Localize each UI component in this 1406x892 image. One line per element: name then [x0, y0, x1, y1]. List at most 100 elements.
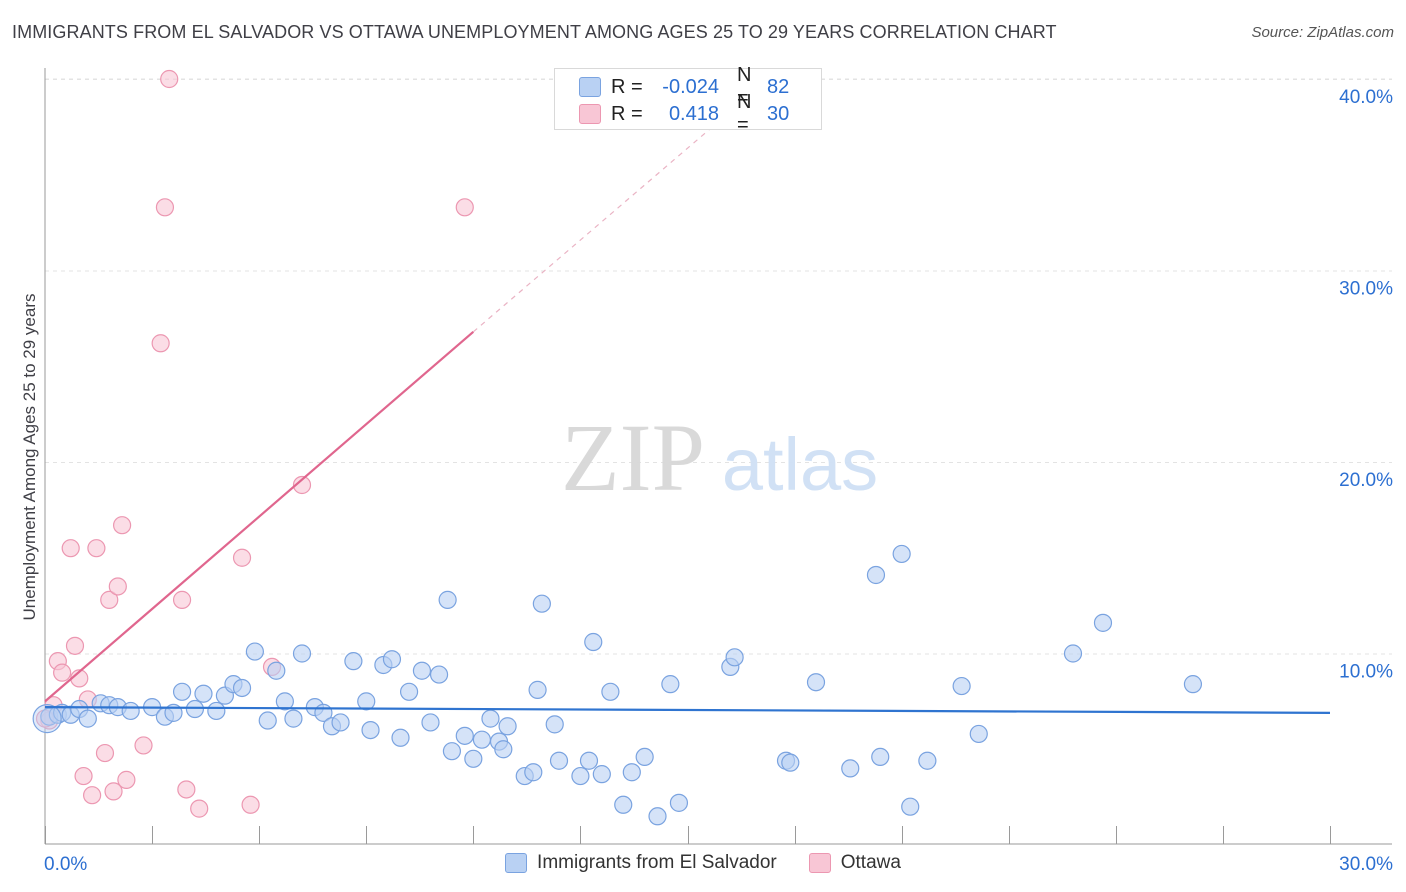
el-salvador-point — [344, 652, 363, 671]
ottawa-point — [100, 590, 119, 609]
el-salvador-point — [892, 544, 911, 564]
el-salvador-point — [78, 709, 97, 728]
el-salvador-point — [361, 720, 380, 740]
el-salvador-point — [601, 682, 620, 701]
ottawa-point — [95, 743, 115, 763]
el-salvador-point — [245, 642, 264, 661]
el-salvador-point — [357, 692, 376, 711]
el-salvador-point — [545, 715, 564, 734]
legend-row-ottawa: R = 0.418 N = 30 — [579, 91, 789, 136]
ottawa-point — [134, 736, 153, 755]
el-salvador-point — [528, 680, 547, 699]
legend-item-el-salvador[interactable]: Immigrants from El Salvador — [505, 852, 777, 874]
el-salvador-point — [1093, 613, 1113, 632]
el-salvador-points — [32, 544, 1203, 826]
ottawa-point — [61, 539, 80, 558]
ottawa-point — [112, 516, 132, 535]
el-salvador-point — [669, 793, 689, 812]
el-salvador-point — [549, 751, 569, 770]
ottawa-point — [87, 539, 106, 558]
el-salvador-point — [1183, 675, 1203, 694]
ottawa-point — [65, 636, 85, 655]
el-salvador-point — [871, 747, 890, 767]
r-value: -0.024 — [662, 75, 719, 98]
el-salvador-point — [464, 749, 483, 768]
ottawa-point — [190, 799, 209, 818]
el-salvador-point — [442, 742, 462, 761]
pink-swatch — [808, 853, 831, 873]
x-tick-label-max: 30.0% — [1339, 854, 1393, 875]
ottawa-point — [160, 69, 179, 89]
el-salvador-point — [382, 650, 402, 669]
el-salvador-point — [781, 753, 800, 772]
y-tick-label: 20.0% — [1339, 470, 1393, 491]
el-salvador-point — [258, 711, 277, 730]
el-salvador-point — [524, 763, 543, 782]
watermark: ZIP atlas — [561, 404, 878, 511]
ottawa-trend-extension — [472, 111, 731, 333]
el-salvador-point — [635, 747, 654, 767]
legend-row-el-salvador: R = -0.024 N = 82 — [579, 64, 790, 109]
ottawa-point — [177, 780, 196, 799]
el-salvador-point — [584, 632, 603, 652]
ottawa-point — [151, 334, 170, 353]
legend-label: Immigrants from El Salvador — [537, 852, 777, 873]
el-salvador-point — [481, 709, 500, 728]
ottawa-point — [455, 198, 474, 217]
el-salvador-point — [1063, 644, 1083, 663]
y-tick-label: 10.0% — [1339, 662, 1393, 683]
el-salvador-point — [661, 675, 680, 694]
el-salvador-point — [969, 724, 988, 744]
el-salvador-point — [494, 740, 513, 759]
el-salvador-point — [207, 701, 226, 721]
el-salvador-point — [429, 665, 449, 684]
chart-title: IMMIGRANTS FROM EL SALVADOR VS OTTAWA UN… — [12, 22, 1057, 42]
el-salvador-point — [284, 709, 303, 728]
ottawa-trend-line — [44, 330, 475, 703]
el-salvador-point — [185, 699, 205, 719]
r-value: 0.418 — [668, 102, 719, 125]
blue-swatch — [505, 853, 528, 873]
series-legend: Immigrants from El Salvador Ottawa — [0, 852, 1406, 874]
n-label: N = — [737, 91, 752, 136]
ottawa-point — [155, 198, 175, 217]
el-salvador-point — [614, 795, 633, 814]
el-salvador-point — [121, 701, 140, 721]
n-label: N = — [737, 64, 752, 109]
el-salvador-point — [194, 684, 213, 703]
el-salvador-point — [901, 797, 920, 816]
legend-item-ottawa[interactable]: Ottawa — [808, 852, 901, 874]
y-tick-label: 30.0% — [1339, 279, 1393, 300]
el-salvador-trend-line — [44, 706, 1331, 714]
el-salvador-point — [952, 676, 971, 696]
r-label: R = — [611, 75, 643, 98]
ottawa-point — [172, 590, 192, 609]
n-value: 82 — [767, 75, 790, 98]
watermark-zip: ZIP — [561, 404, 705, 511]
el-salvador-point — [391, 728, 410, 747]
ottawa-points — [35, 69, 474, 818]
el-salvador-point — [472, 730, 491, 749]
ottawa-point — [241, 795, 260, 814]
el-salvador-point — [438, 590, 457, 609]
el-salvador-point — [232, 678, 252, 698]
ottawa-point — [83, 786, 102, 805]
el-salvador-point-cluster — [32, 704, 62, 734]
x-tick-label-min: 0.0% — [44, 854, 87, 875]
el-salvador-point — [571, 766, 590, 786]
ottawa-point — [117, 770, 136, 789]
r-label: R = — [611, 102, 643, 125]
el-salvador-point — [498, 717, 517, 736]
el-salvador-point — [806, 673, 826, 692]
ottawa-point — [232, 548, 252, 567]
legend-label: Ottawa — [840, 852, 901, 873]
el-salvador-point — [532, 594, 551, 613]
el-salvador-point — [918, 751, 937, 770]
el-salvador-point — [172, 682, 192, 701]
y-tick-label: 40.0% — [1339, 87, 1393, 108]
el-salvador-point — [725, 648, 744, 667]
tick-labels: 10.0% 20.0% 30.0% 40.0% 0.0% 30.0% — [44, 87, 1393, 875]
el-salvador-point — [267, 661, 286, 680]
ottawa-point — [53, 663, 72, 682]
